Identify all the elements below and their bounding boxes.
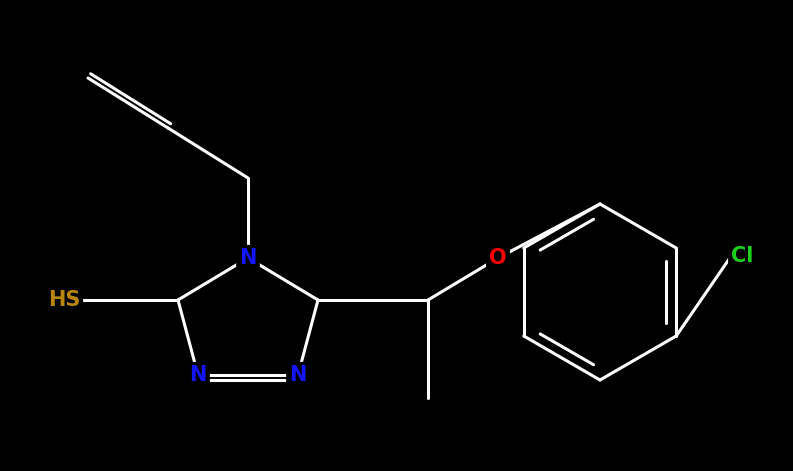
Text: N: N	[190, 365, 207, 385]
Text: N: N	[289, 365, 307, 385]
Text: O: O	[489, 248, 507, 268]
Text: HS: HS	[48, 290, 80, 310]
Text: Cl: Cl	[731, 246, 753, 266]
Text: N: N	[239, 248, 257, 268]
